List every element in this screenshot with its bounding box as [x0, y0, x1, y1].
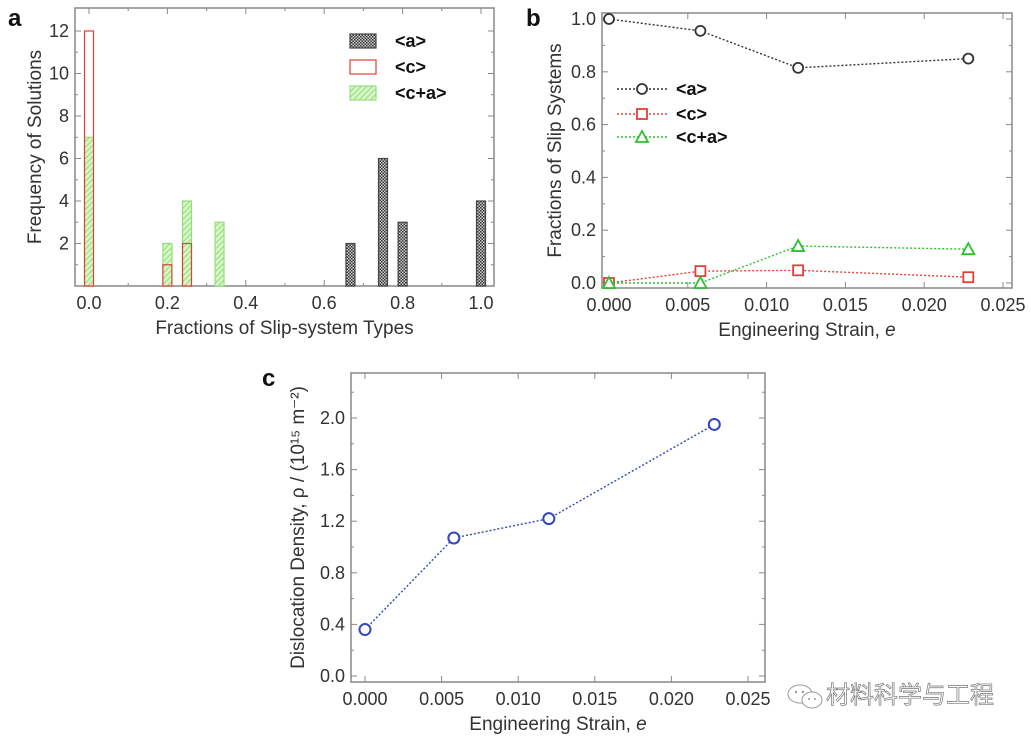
- y-tick-label: 0.8: [320, 563, 345, 583]
- series-line-a: [608, 18, 969, 69]
- bar-a: [377, 157, 389, 287]
- bar-ca: [83, 136, 95, 287]
- data-point-density: [542, 512, 556, 526]
- legend-swatch-c: [349, 59, 377, 75]
- series-line-c: [608, 269, 969, 284]
- x-tick-label: 1.0: [468, 293, 493, 313]
- data-point-density: [358, 623, 372, 637]
- x-axis-label: Engineering Strain, e: [469, 714, 646, 735]
- y-tick-label: 0.0: [320, 666, 345, 686]
- panel-b-line-chart: b 0.000 0.005 0.010 0.015 0.020 0.025 0.0 0.2 0.4…: [526, 5, 1026, 341]
- x-tick-label: 0.025: [725, 689, 770, 709]
- y-tick-label: 1.2: [320, 511, 345, 531]
- x-tick-label: 0.020: [649, 689, 694, 709]
- legend-label-c: <c>: [676, 104, 707, 124]
- data-point-density: [447, 531, 461, 545]
- y-tick-label: 2.0: [320, 408, 345, 428]
- bar-a: [397, 221, 408, 287]
- legend-marker-c: [636, 108, 648, 120]
- bar-c: [162, 264, 173, 287]
- y-tick-label: 0.2: [571, 220, 596, 240]
- x-tick-label: 0.0: [76, 293, 101, 313]
- data-point-ca: [960, 241, 976, 256]
- data-point-a: [792, 61, 805, 74]
- data-point-c: [792, 264, 805, 277]
- data-point-ca: [692, 275, 708, 289]
- data-point-a: [962, 52, 975, 65]
- legend-label-a: <a>: [676, 79, 707, 99]
- x-tick-label: 0.2: [155, 293, 180, 313]
- x-axis-label: Fractions of Slip-system Types: [155, 318, 413, 339]
- y-tick-label: 8: [59, 106, 69, 126]
- x-tick-label: 0.6: [312, 293, 337, 313]
- y-tick-label: 4: [59, 191, 69, 211]
- bar-c: [83, 30, 95, 287]
- panel-c-label: c: [262, 365, 275, 392]
- x-tick-label: 0.005: [665, 295, 710, 315]
- watermark-text: 材料科学与工程: [826, 681, 994, 709]
- y-axis-label: Frequency of Solutions: [25, 50, 46, 244]
- data-point-a: [603, 13, 615, 25]
- legend-swatch-ca: [349, 85, 377, 101]
- x-tick-label: 0.005: [419, 689, 464, 709]
- y-tick-label: 0.6: [571, 115, 596, 135]
- legend-marker-ca: [634, 129, 650, 143]
- y-tick-label: 10: [49, 64, 69, 84]
- panel-a-frame: [74, 7, 495, 287]
- series-line-ca: [609, 245, 969, 284]
- y-tick-label: 1.6: [320, 460, 345, 480]
- y-tick-label: 0.0: [571, 273, 596, 293]
- y-tick-label: 1.0: [571, 9, 596, 29]
- data-point-c: [962, 271, 975, 284]
- panel-a-histogram: a 0.0 0.2 0.4 0.6 0.8 1.0 2 4 6 8 10 12 Fractions of …: [8, 5, 495, 339]
- legend-swatch-a: [349, 33, 377, 49]
- y-tick-label: 6: [59, 149, 69, 169]
- x-tick-label: 0.8: [390, 293, 415, 313]
- x-tick-label: 0.4: [233, 293, 258, 313]
- x-tick-label: 0.025: [980, 295, 1025, 315]
- bar-a: [345, 242, 356, 287]
- y-axis-label: Dislocation Density, ρ / (10¹⁵ m⁻²): [288, 386, 309, 669]
- bar-c: [181, 242, 193, 287]
- legend-label-ca: <c+a>: [676, 127, 728, 147]
- y-tick-label: 0.4: [320, 614, 345, 634]
- y-tick-label: 2: [59, 234, 69, 254]
- watermark: 材料科学与工程: [787, 681, 994, 709]
- x-tick-label: 0.015: [823, 295, 868, 315]
- legend-marker-a: [636, 83, 648, 95]
- legend-label-a: <a>: [395, 31, 426, 51]
- y-tick-label: 0.4: [571, 167, 596, 187]
- x-tick-label: 0.000: [342, 689, 387, 709]
- data-point-ca: [790, 238, 806, 252]
- panel-a-label: a: [8, 5, 22, 32]
- x-tick-label: 0.010: [496, 689, 541, 709]
- x-tick-label: 0.020: [902, 295, 947, 315]
- panel-b-label: b: [526, 5, 541, 32]
- y-tick-label: 0.8: [571, 62, 596, 82]
- y-tick-label: 12: [49, 21, 69, 41]
- bar-ca: [214, 221, 225, 287]
- x-tick-label: 0.000: [586, 295, 631, 315]
- series-line-density: [364, 423, 715, 631]
- y-axis-label: Fractions of Slip Systems: [545, 43, 566, 257]
- panel-c-line-chart: c 0.000 0.005 0.010 0.015 0.020 0.025 0.0 0.4 0.8…: [262, 365, 771, 735]
- x-tick-label: 0.015: [572, 689, 617, 709]
- legend-label-ca: <c+a>: [395, 83, 447, 103]
- data-point-c: [694, 265, 707, 278]
- x-axis-label: Engineering Strain, e: [718, 320, 895, 341]
- data-point-density: [707, 417, 721, 431]
- bar-a: [475, 200, 487, 287]
- x-tick-label: 0.010: [744, 295, 789, 315]
- legend-label-c: <c>: [395, 57, 426, 77]
- data-point-ca: [601, 275, 617, 289]
- panel-c-frame: [350, 372, 766, 683]
- data-point-a: [694, 24, 707, 37]
- wechat-icon: [787, 684, 823, 709]
